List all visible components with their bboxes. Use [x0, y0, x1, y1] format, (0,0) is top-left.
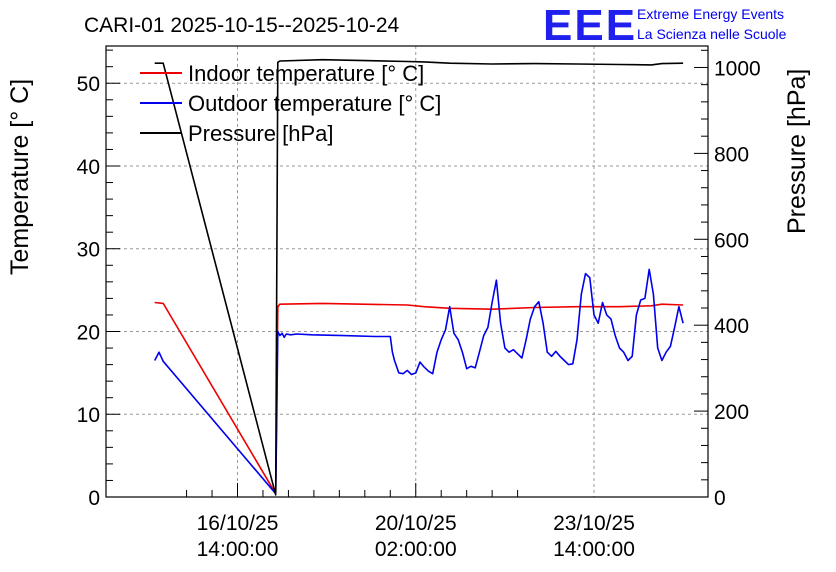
logo-mark: EEE: [543, 1, 637, 50]
y-left-tick-label-2: 20: [77, 321, 100, 344]
x-tick-label-date-1: 20/10/25: [375, 512, 457, 535]
y-left-tick-label-1: 10: [77, 404, 100, 427]
y-right-tick-label-4: 800: [714, 143, 749, 166]
y-right-tick-label-3: 600: [714, 229, 749, 252]
x-tick-label-date-2: 23/10/25: [553, 512, 635, 535]
chart-title: CARI-01 2025-10-15--2025-10-24: [84, 14, 400, 37]
y-left-tick-label-0: 0: [88, 487, 100, 510]
y-right-tick-label-2: 400: [714, 315, 749, 338]
y-left-tick-label-3: 30: [77, 239, 100, 262]
y-left-tick-label-4: 40: [77, 156, 100, 179]
y-right-tick-label-0: 0: [714, 487, 726, 510]
x-tick-label-date-0: 16/10/25: [197, 512, 279, 535]
eee-logo: EEE Extreme Energy Events La Scienza nel…: [543, 1, 787, 50]
y-axis-right-title: Pressure [hPa]: [783, 69, 811, 234]
y-left-tick-label-5: 50: [77, 73, 100, 96]
legend-label-1: Outdoor temperature [° C]: [188, 91, 441, 116]
legend-label-0: Indoor temperature [° C]: [188, 61, 424, 86]
y-right-tick-label-5: 1000: [714, 57, 761, 80]
x-tick-label-time-2: 14:00:00: [553, 538, 635, 561]
legend-label-2: Pressure [hPa]: [188, 121, 334, 146]
axes: 0 10 20 30 40 50 0 200 400 600 800 1000 16/10/25 14:0…: [77, 45, 761, 561]
y-axis-left-title: Temperature [° C]: [6, 79, 34, 275]
y-right-tick-label-1: 200: [714, 401, 749, 424]
logo-line-1: Extreme Energy Events: [637, 6, 784, 22]
series-layer: [153, 58, 684, 496]
plot-frame: [105, 45, 709, 498]
series-line-1: [153, 268, 684, 495]
series-line-2: [154, 58, 684, 496]
logo-line-2: La Scienza nelle Scuole: [637, 26, 787, 42]
x-tick-label-time-1: 02:00:00: [375, 538, 457, 561]
legend: Indoor temperature [° C] Outdoor temperat…: [140, 61, 441, 146]
x-tick-label-time-0: 14:00:00: [197, 538, 279, 561]
